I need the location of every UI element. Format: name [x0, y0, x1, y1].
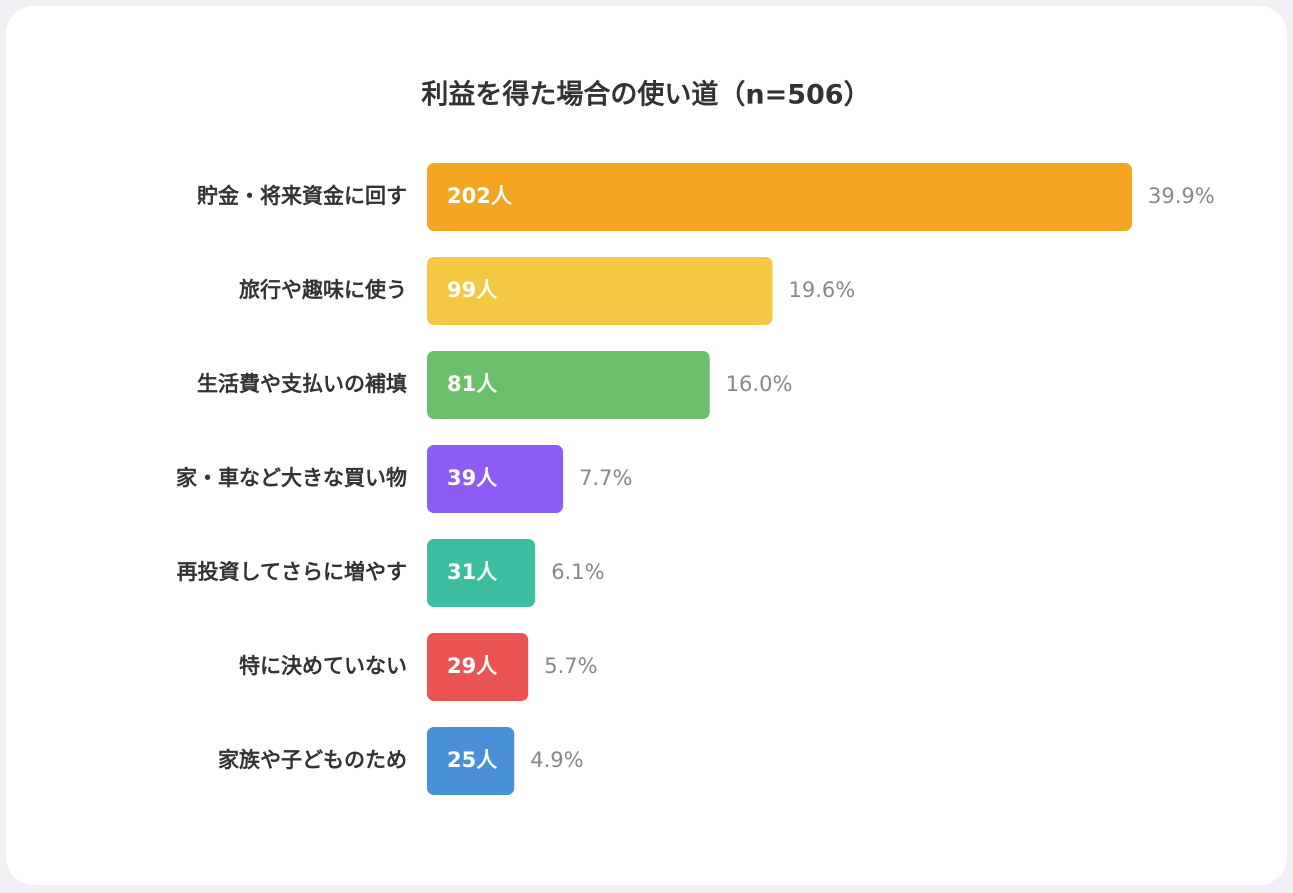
category-label: 生活費や支払いの補填	[197, 372, 407, 396]
bar	[427, 539, 536, 607]
value-label: 39人	[447, 466, 497, 490]
percentage-label: 16.0%	[726, 372, 793, 396]
percentage-label: 5.7%	[544, 654, 597, 678]
bar	[427, 163, 1132, 231]
category-label: 家・車など大きな買い物	[176, 466, 407, 490]
chart-title: 利益を得た場合の使い道（n=506）	[421, 79, 870, 111]
bar	[427, 351, 710, 419]
percentage-label: 7.7%	[579, 466, 632, 490]
card	[6, 6, 1287, 885]
category-label: 再投資してさらに増やす	[177, 560, 407, 584]
value-label: 31人	[447, 560, 497, 584]
category-label: 旅行や趣味に使う	[239, 278, 407, 302]
category-label: 家族や子どものため	[218, 748, 407, 772]
percentage-label: 39.9%	[1148, 184, 1215, 208]
value-label: 81人	[447, 372, 497, 396]
percentage-label: 4.9%	[530, 748, 583, 772]
value-label: 29人	[447, 654, 497, 678]
bar	[427, 445, 564, 513]
bar	[427, 727, 515, 795]
value-label: 25人	[447, 748, 497, 772]
bar	[427, 633, 529, 701]
value-label: 202人	[447, 184, 512, 208]
bar	[427, 257, 773, 325]
percentage-label: 19.6%	[789, 278, 856, 302]
percentage-label: 6.1%	[551, 560, 604, 584]
value-label: 99人	[447, 278, 497, 302]
category-label: 特に決めていない	[239, 654, 407, 678]
category-label: 貯金・将来資金に回す	[197, 184, 407, 208]
